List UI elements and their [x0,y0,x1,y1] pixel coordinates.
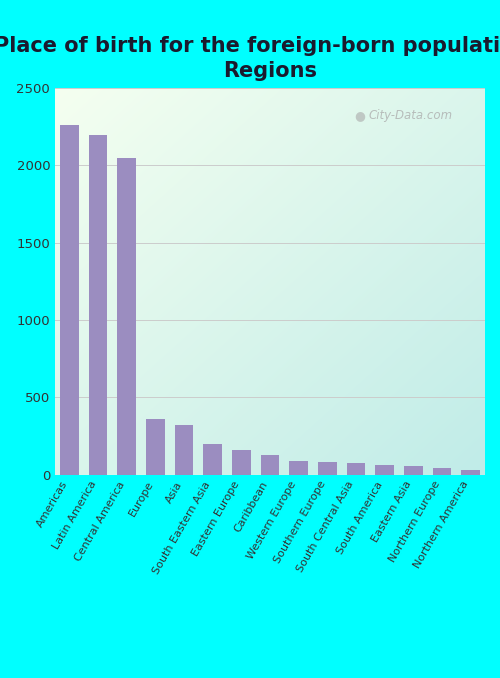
Bar [232,450,250,475]
Bar [404,466,422,475]
Bar [118,158,136,475]
Bar [376,464,394,475]
Bar [290,460,308,475]
Bar [432,468,452,475]
Bar [462,470,480,475]
Bar [146,419,165,475]
Bar [318,462,336,475]
Bar [60,125,78,475]
Bar [174,425,194,475]
Bar [346,463,366,475]
Text: ●: ● [354,108,364,121]
Title: Place of birth for the foreign-born population -
Regions: Place of birth for the foreign-born popu… [0,36,500,81]
Bar [260,454,280,475]
Bar [88,134,108,475]
Text: City-Data.com: City-Data.com [369,108,453,121]
Bar [204,445,222,475]
